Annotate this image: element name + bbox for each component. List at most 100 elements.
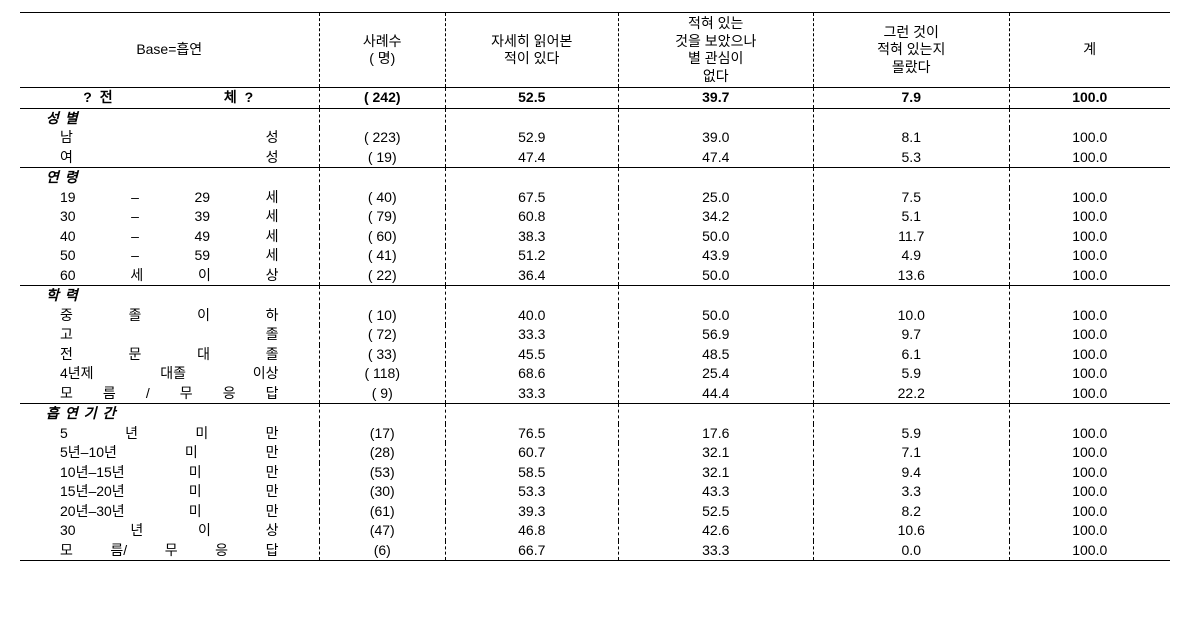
row-label-cell: 고졸 [20, 325, 319, 345]
row-label-cell: 4년제대졸이상 [20, 364, 319, 384]
col-header-v1: 자세히 읽어본적이 있다 [446, 13, 619, 88]
cell-v2: 47.4 [618, 148, 814, 168]
cell-v3: 8.2 [814, 502, 1010, 522]
cell-v1: 33.3 [446, 325, 619, 345]
cell-v4: 100.0 [1009, 246, 1170, 266]
total-v2: 39.7 [618, 88, 814, 109]
row-label-cell: 50–59세 [20, 246, 319, 266]
row-label-cell: 20년–30년미만 [20, 502, 319, 522]
col-header-v4: 계 [1009, 13, 1170, 88]
cell-v2: 50.0 [618, 266, 814, 286]
cell-v3: 7.1 [814, 443, 1010, 463]
cell-v3: 6.1 [814, 345, 1010, 365]
cell-v1: 60.7 [446, 443, 619, 463]
row-label-cell: 전문대졸 [20, 345, 319, 365]
row-label-cell: 모름/무응답 [20, 541, 319, 561]
col-header-base: Base=흡연 [20, 13, 319, 88]
section-title: 학력 [20, 286, 319, 306]
cell-v4: 100.0 [1009, 384, 1170, 404]
row-label-cell: 10년–15년미만 [20, 463, 319, 483]
row-label: 30년이상 [60, 522, 279, 540]
row-label: 4년제대졸이상 [60, 365, 279, 383]
cell-n: (17) [319, 424, 446, 444]
cell-v1: 38.3 [446, 227, 619, 247]
row-label: 남성 [60, 129, 279, 147]
cell-n: ( 40) [319, 188, 446, 208]
cell-v1: 33.3 [446, 384, 619, 404]
cell-v2: 17.6 [618, 424, 814, 444]
cell-v2: 25.4 [618, 364, 814, 384]
row-label: 고졸 [60, 326, 279, 344]
cell-v3: 5.1 [814, 207, 1010, 227]
col-header-n: 사례수( 명) [319, 13, 446, 88]
cell-v2: 32.1 [618, 463, 814, 483]
col-header-v2: 적혀 있는것을 보았으나별 관심이없다 [618, 13, 814, 88]
total-v1: 52.5 [446, 88, 619, 109]
cell-v1: 47.4 [446, 148, 619, 168]
cell-v3: 22.2 [814, 384, 1010, 404]
cell-v3: 9.4 [814, 463, 1010, 483]
cell-v2: 48.5 [618, 345, 814, 365]
cell-v2: 44.4 [618, 384, 814, 404]
total-label: ? 전체 ? [20, 88, 319, 109]
col-header-v3: 그런 것이적혀 있는지몰랐다 [814, 13, 1010, 88]
cell-v4: 100.0 [1009, 345, 1170, 365]
cell-v3: 4.9 [814, 246, 1010, 266]
cell-v4: 100.0 [1009, 188, 1170, 208]
cell-v1: 60.8 [446, 207, 619, 227]
row-label: 중졸이하 [60, 307, 279, 325]
row-label-cell: 중졸이하 [20, 306, 319, 326]
cell-v2: 32.1 [618, 443, 814, 463]
cell-v1: 39.3 [446, 502, 619, 522]
cell-v3: 5.9 [814, 364, 1010, 384]
row-label: 30–39세 [60, 208, 279, 226]
total-v3: 7.9 [814, 88, 1010, 109]
row-label-cell: 60세이상 [20, 266, 319, 286]
cell-v4: 100.0 [1009, 325, 1170, 345]
cell-n: ( 9) [319, 384, 446, 404]
cell-v3: 0.0 [814, 541, 1010, 561]
cell-v2: 43.9 [618, 246, 814, 266]
row-label: 60세이상 [60, 267, 279, 285]
section-title: 성별 [20, 108, 319, 128]
cell-v4: 100.0 [1009, 463, 1170, 483]
row-label: 15년–20년미만 [60, 483, 279, 501]
cell-n: ( 22) [319, 266, 446, 286]
row-label: 5년미만 [60, 425, 279, 443]
cell-v3: 10.0 [814, 306, 1010, 326]
cell-v1: 53.3 [446, 482, 619, 502]
row-label: 40–49세 [60, 228, 279, 246]
row-label: 5년–10년미만 [60, 444, 279, 462]
cell-v2: 56.9 [618, 325, 814, 345]
cell-n: ( 79) [319, 207, 446, 227]
total-v4: 100.0 [1009, 88, 1170, 109]
cell-v4: 100.0 [1009, 306, 1170, 326]
cell-v4: 100.0 [1009, 207, 1170, 227]
cell-v4: 100.0 [1009, 541, 1170, 561]
row-label: 전문대졸 [60, 346, 279, 364]
row-label-cell: 5년미만 [20, 424, 319, 444]
row-label: 20년–30년미만 [60, 503, 279, 521]
cell-v1: 40.0 [446, 306, 619, 326]
cell-v1: 67.5 [446, 188, 619, 208]
cell-v4: 100.0 [1009, 482, 1170, 502]
cell-n: ( 223) [319, 128, 446, 148]
cell-v4: 100.0 [1009, 128, 1170, 148]
cell-v2: 33.3 [618, 541, 814, 561]
total-n: ( 242) [319, 88, 446, 109]
cell-v3: 5.9 [814, 424, 1010, 444]
cell-v3: 7.5 [814, 188, 1010, 208]
cell-n: (28) [319, 443, 446, 463]
cell-n: ( 10) [319, 306, 446, 326]
cell-v3: 10.6 [814, 521, 1010, 541]
cell-v3: 8.1 [814, 128, 1010, 148]
row-label: 모름/무응답 [60, 385, 279, 403]
cell-v2: 52.5 [618, 502, 814, 522]
cell-n: ( 118) [319, 364, 446, 384]
survey-table: Base=흡연사례수( 명)자세히 읽어본적이 있다적혀 있는것을 보았으나별 … [20, 12, 1170, 561]
cell-v4: 100.0 [1009, 227, 1170, 247]
cell-v1: 45.5 [446, 345, 619, 365]
cell-v3: 9.7 [814, 325, 1010, 345]
cell-v2: 34.2 [618, 207, 814, 227]
cell-v2: 43.3 [618, 482, 814, 502]
